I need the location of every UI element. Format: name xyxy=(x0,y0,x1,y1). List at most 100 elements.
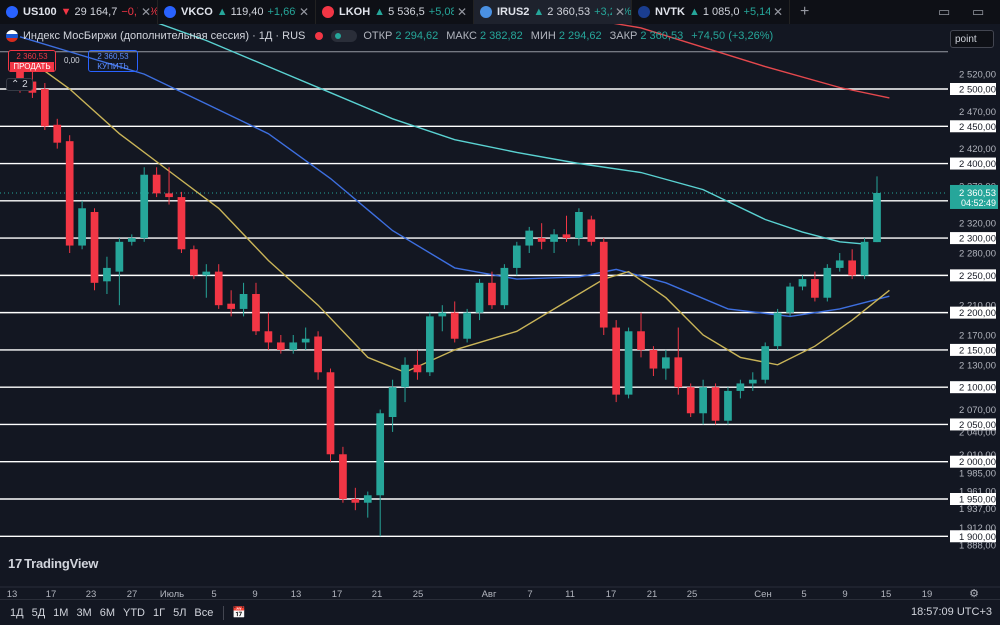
candle-up xyxy=(786,286,794,313)
time-axis-label: 21 xyxy=(647,589,658,599)
candle-up xyxy=(773,312,782,347)
symbol-logo-icon xyxy=(322,6,334,18)
candle-up xyxy=(761,346,770,380)
timeframe-button[interactable]: 1Г xyxy=(153,606,166,619)
candle-down xyxy=(264,331,273,343)
market-status-icon xyxy=(315,32,324,40)
symbol-title[interactable]: Индекс МосБиржи (дополнительная сессия) … xyxy=(23,30,306,42)
candle-down xyxy=(252,293,260,332)
close-icon[interactable]: ✕ xyxy=(295,5,309,19)
timeframe-button[interactable]: 1М xyxy=(53,606,69,619)
calendar-icon[interactable]: 📅 xyxy=(232,607,247,619)
time-axis-label: 11 xyxy=(565,589,575,599)
change-value: +74,50 (+3,26%) xyxy=(691,30,774,42)
divider xyxy=(223,605,225,620)
time-axis-label: 5 xyxy=(801,589,806,599)
candle-up xyxy=(748,379,757,384)
candle-down xyxy=(152,174,161,194)
time-axis-label: Авг xyxy=(482,589,497,599)
candle-up xyxy=(873,192,881,243)
price-axis-label: 2 170,00 xyxy=(959,330,996,341)
candle-down xyxy=(686,387,695,414)
candle-down xyxy=(40,89,49,127)
low-value: 2 294,62 xyxy=(558,30,602,42)
tab-change: +1,66% xyxy=(267,6,306,18)
tab-price: 5 536,5 xyxy=(388,6,425,18)
price-chart[interactable]: 2 520,00 2 500,00 2 470,00 2 450,00 2 420,00… xyxy=(0,24,1000,599)
candle-down xyxy=(637,331,645,350)
time-axis-label: 9 xyxy=(842,589,847,599)
timeframe-button[interactable]: 1Д xyxy=(10,606,24,619)
tab-arrow: ▲ xyxy=(688,6,700,18)
price-axis-label: 2 150,00 xyxy=(959,345,996,356)
tab-vkco[interactable]: VKCO ▲ 119,40 +1,66% ✕ xyxy=(158,0,316,24)
tab-irus2[interactable]: IRUS2▲2 360,53+3,26%✕ xyxy=(474,0,632,24)
search-input[interactable] xyxy=(950,30,994,48)
indicators-toggle[interactable]: ⌃ 2 xyxy=(6,78,33,91)
tab-us100[interactable]: US100▼29 164,7−0,71%✕ xyxy=(0,0,158,24)
tab-lkoh[interactable]: LKOH ▲ 5 536,5 +5,08% ✕ xyxy=(316,0,474,24)
clock[interactable]: 18:57:09 UTC+3 xyxy=(910,606,992,618)
close-icon[interactable]: ✕ xyxy=(453,5,467,19)
candle-down xyxy=(562,234,571,239)
tab-price: 1 085,0 xyxy=(702,6,740,18)
symbol-logo-icon xyxy=(638,6,650,18)
layout-icon[interactable]: ▭ xyxy=(938,4,951,19)
last-price-tag xyxy=(950,184,998,209)
logo-text: TradingView xyxy=(24,556,99,571)
candle-up xyxy=(239,293,248,309)
timeframe-list: 1Д 5Д 1М 3М 6М YTD 1Г 5Л Все xyxy=(0,607,213,619)
buy-button[interactable]: 2 360,53 КУПИТЬ xyxy=(88,50,138,72)
timeframe-button[interactable]: Все xyxy=(194,606,214,619)
close-icon[interactable]: ✕ xyxy=(769,5,783,19)
price-axis-label: 2 070,00 xyxy=(959,405,996,416)
low-label: МИН xyxy=(530,30,556,42)
candle-up xyxy=(724,390,732,421)
price-axis-label: 2 130,00 xyxy=(959,360,996,371)
tab-price: 29 164,7 xyxy=(74,6,118,18)
timeframe-button[interactable]: 5Д xyxy=(31,606,46,619)
timeframe-button[interactable]: 5Л xyxy=(173,606,187,619)
settings-icon[interactable]: ⚙ xyxy=(969,587,979,599)
timeframe-button[interactable]: 3М xyxy=(76,606,92,619)
candle-up xyxy=(363,495,372,503)
timeframe-button[interactable]: 6М xyxy=(99,606,115,619)
tab-nvtk[interactable]: NVTK ▲ 1 085,0 +5,14% ✕ xyxy=(632,0,790,24)
price-level-box xyxy=(950,381,996,394)
candle-up xyxy=(103,267,111,282)
candle-up xyxy=(525,230,534,246)
price-axis-label: 2 040,00 xyxy=(959,427,996,438)
candle-down xyxy=(16,62,24,86)
price-axis-label: 2 500,00 xyxy=(959,85,996,96)
candle-down xyxy=(811,279,819,298)
price-axis-label: 2 010,00 xyxy=(959,450,996,461)
sell-price: 2 360,53 xyxy=(16,52,48,61)
price-axis-label: 2 520,00 xyxy=(959,70,996,81)
minimize-icon[interactable]: ▭ xyxy=(972,4,985,19)
candle-down xyxy=(53,124,62,143)
candle-up xyxy=(289,342,298,350)
candle-up xyxy=(798,279,807,287)
high-value: 2 382,82 xyxy=(479,30,523,42)
candle-up xyxy=(662,357,670,369)
timeframe-button[interactable]: YTD xyxy=(123,606,145,619)
sell-button[interactable]: 2 360,53 ПРОДАТЬ xyxy=(8,50,56,72)
close-icon[interactable]: ✕ xyxy=(611,5,625,19)
tradingview-logo-icon: 17 xyxy=(8,556,23,571)
buy-price: 2 360,53 xyxy=(97,52,129,61)
time-axis-label: 17 xyxy=(332,589,343,599)
price-axis-label: 1 950,00 xyxy=(959,494,996,505)
time-axis-label: 25 xyxy=(413,589,424,599)
close-icon[interactable]: ✕ xyxy=(137,5,151,19)
candle-up xyxy=(835,260,844,268)
candle-up xyxy=(823,267,832,298)
toggle-icon[interactable] xyxy=(331,30,358,42)
tab-arrow: ▼ xyxy=(60,6,72,18)
price-axis-label: 2 210,00 xyxy=(959,301,996,312)
tab-symbol: LKOH xyxy=(339,6,371,18)
symbol-logo-icon xyxy=(6,6,18,18)
tab-symbol: US100 xyxy=(23,6,57,18)
add-tab-icon[interactable]: + xyxy=(800,3,810,20)
chevron-up-icon: ⌃ xyxy=(11,79,20,90)
candle-down xyxy=(190,249,198,276)
